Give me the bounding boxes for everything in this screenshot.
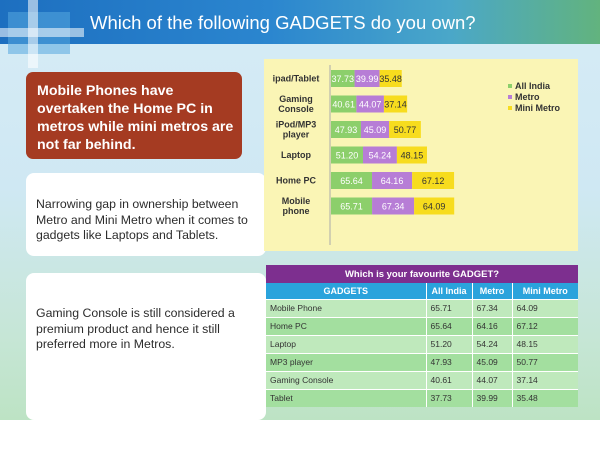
bar-segment	[379, 70, 402, 87]
table-cell: 51.20	[425, 334, 472, 353]
table-cell: 64.16	[471, 316, 512, 335]
bar-data-label: 44.07	[359, 100, 382, 110]
chart-panel: ipad/Tablet 37.73 39.99 35.48 Gaming Console 4…	[264, 59, 578, 251]
chart-category-label: Gaming Console	[278, 94, 314, 114]
legend-label: Metro	[515, 92, 540, 102]
table-row: Laptop 51.20 54.24 48.15	[266, 334, 578, 353]
note-box-laptops-tablets: Narrowing gap in ownership between Metro…	[26, 173, 266, 256]
table-cell: 45.09	[471, 352, 512, 371]
table-column-header: Mini Metro	[511, 283, 578, 299]
bar-data-label: 67.12	[422, 176, 445, 186]
bar-segment	[331, 70, 355, 87]
table-cell: 47.93	[425, 352, 472, 371]
legend-swatch	[508, 84, 512, 88]
table-cell: Home PC	[266, 316, 426, 335]
note-box-gaming-console: Gaming Console is still considered a pre…	[26, 273, 266, 420]
table-cell: 35.48	[511, 388, 578, 407]
bar-segment	[354, 70, 380, 87]
chart-category-label: Home PC	[276, 176, 317, 186]
bar-segment	[360, 121, 390, 138]
bar-segment	[363, 146, 397, 164]
bar-segment	[331, 197, 373, 215]
bar-data-label: 48.15	[401, 151, 424, 161]
table-cell: MP3 player	[266, 352, 426, 371]
table-cell: Laptop	[266, 334, 426, 353]
table-header-row: GADGETS All India Metro Mini Metro	[266, 283, 578, 299]
table-cell: 67.34	[471, 298, 512, 317]
table-row: Home PC 65.64 64.16 67.12	[266, 316, 578, 335]
legend-swatch	[508, 106, 512, 110]
bar-segment	[372, 172, 413, 189]
bar-data-label: 54.24	[369, 151, 392, 161]
chart-category-label: Laptop	[281, 150, 311, 160]
bar-data-label: 65.71	[340, 202, 363, 212]
bar-data-label: 50.77	[394, 125, 417, 135]
favourite-gadget-table: Which is your favourite GADGET? GADGETS A…	[266, 265, 578, 407]
bar-data-label: 37.14	[384, 100, 407, 110]
bar-segment	[383, 95, 408, 113]
table-cell: 65.71	[425, 298, 472, 317]
bar-data-label: 47.93	[335, 125, 358, 135]
bar-segment	[389, 121, 421, 138]
table-column-header: Metro	[471, 283, 512, 299]
table-cell: 39.99	[471, 388, 512, 407]
table-cell: 54.24	[471, 334, 512, 353]
chart-category-label: iPod/MP3 player	[276, 120, 317, 140]
page-title: Which of the following GADGETS do you ow…	[90, 12, 476, 33]
bar-segment	[372, 197, 415, 215]
table-row: Tablet 37.73 39.99 35.48	[266, 388, 578, 407]
bar-segment	[331, 172, 373, 189]
bar-segment	[414, 197, 455, 215]
bar-data-label: 65.64	[340, 176, 363, 186]
bar-segment	[396, 146, 427, 164]
legend-label: Mini Metro	[515, 103, 560, 113]
header-bar: Which of the following GADGETS do you ow…	[0, 0, 600, 68]
table-cell: 50.77	[511, 352, 578, 371]
bar-data-label: 64.16	[381, 176, 404, 186]
table-cell: Gaming Console	[266, 370, 426, 389]
legend-label: All India	[515, 81, 551, 91]
table-cell: 48.15	[511, 334, 578, 353]
headline-box: Mobile Phones have overtaken the Home PC…	[26, 72, 242, 159]
bar-segment	[356, 95, 384, 113]
bar-data-label: 51.20	[336, 151, 359, 161]
table-cell: Tablet	[266, 388, 426, 407]
bar-data-label: 37.73	[332, 74, 355, 84]
table-column-header: All India	[425, 283, 472, 299]
table-body: Mobile Phone 65.71 67.34 64.09 Home PC 65.64 6…	[266, 298, 578, 407]
table-cell: 67.12	[511, 316, 578, 335]
bar-data-label: 40.61	[332, 100, 355, 110]
stacked-bar-chart: ipad/Tablet 37.73 39.99 35.48 Gaming Console 4…	[273, 65, 560, 245]
table-cell: 65.64	[425, 316, 472, 335]
table-title: Which is your favourite GADGET?	[266, 265, 578, 283]
bar-segment	[331, 121, 361, 138]
table-column-header: GADGETS	[266, 283, 426, 299]
bar-data-label: 35.48	[379, 74, 402, 84]
bar-data-label: 67.34	[382, 202, 405, 212]
bar-segment	[412, 172, 455, 189]
bar-segment	[331, 146, 363, 164]
table-cell: 37.73	[425, 388, 472, 407]
bar-data-label: 39.99	[356, 74, 379, 84]
legend-swatch	[508, 95, 512, 99]
decorative-cross-horizontal	[0, 28, 84, 37]
table-cell: 64.09	[511, 298, 578, 317]
table-row: MP3 player 47.93 45.09 50.77	[266, 352, 578, 371]
table-row: Mobile Phone 65.71 67.34 64.09	[266, 298, 578, 317]
chart-category-label: ipad/Tablet	[273, 74, 320, 84]
table-cell: 44.07	[471, 370, 512, 389]
bar-data-label: 64.09	[423, 202, 446, 212]
table-cell: Mobile Phone	[266, 298, 426, 317]
table-row: Gaming Console 40.61 44.07 37.14	[266, 370, 578, 389]
table-cell: 40.61	[425, 370, 472, 389]
bar-segment	[331, 95, 357, 113]
table-cell: 37.14	[511, 370, 578, 389]
chart-category-label: Mobile phone	[282, 196, 311, 216]
slide: Which of the following GADGETS do you ow…	[0, 0, 600, 420]
bar-data-label: 45.09	[364, 125, 387, 135]
